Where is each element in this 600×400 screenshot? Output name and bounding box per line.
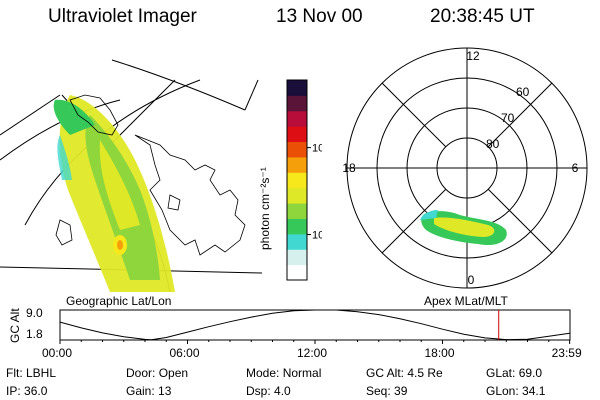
colorbar-swatch bbox=[287, 188, 307, 204]
info-field: Dsp: 4.0 bbox=[246, 384, 291, 398]
date-label: 13 Nov 00 bbox=[276, 6, 363, 28]
colorbar-swatch bbox=[287, 111, 307, 127]
info-field-value: 4.5 Re bbox=[407, 366, 442, 380]
timeline-xtick-label: 23:59 bbox=[552, 346, 582, 360]
mlt-label: 0 bbox=[468, 273, 475, 287]
info-field-key: GLon: bbox=[486, 384, 522, 398]
mlat-label: 80 bbox=[486, 137, 500, 151]
info-field-key: GLat: bbox=[486, 366, 519, 380]
info-field-key: IP: bbox=[6, 384, 24, 398]
info-field: GLon: 34.1 bbox=[486, 384, 545, 398]
info-field: GC Alt: 4.5 Re bbox=[366, 366, 443, 380]
info-field-key: Seq: bbox=[366, 384, 394, 398]
info-field-key: Dsp: bbox=[246, 384, 274, 398]
info-field-value: 34.1 bbox=[522, 384, 545, 398]
timeline-xtick-label: 06:00 bbox=[170, 346, 200, 360]
timeline-xtick-label: 12:00 bbox=[297, 346, 327, 360]
info-field: Seq: 39 bbox=[366, 384, 407, 398]
colorbar-swatch bbox=[287, 234, 307, 250]
info-field: IP: 36.0 bbox=[6, 384, 47, 398]
colorbar-swatch bbox=[287, 249, 307, 265]
info-field: Door: Open bbox=[126, 366, 188, 380]
colorbar-swatch bbox=[287, 218, 307, 234]
colorbar-swatch bbox=[287, 142, 307, 158]
emission-peak bbox=[117, 240, 123, 250]
colorbar-swatch bbox=[287, 126, 307, 142]
meridian-line bbox=[0, 95, 60, 135]
latitude-arc bbox=[112, 60, 245, 110]
info-field: Flt: LBHL bbox=[6, 366, 56, 380]
info-field-value: 13 bbox=[158, 384, 171, 398]
mlat-label: 70 bbox=[501, 111, 515, 125]
mlt-label: 12 bbox=[466, 49, 480, 63]
info-field: GLat: 69.0 bbox=[486, 366, 542, 380]
instrument-title: Ultraviolet Imager bbox=[48, 6, 197, 28]
colorbar-swatch bbox=[287, 265, 307, 281]
coastline bbox=[56, 220, 72, 245]
colorbar-swatch bbox=[287, 157, 307, 173]
coastline bbox=[168, 195, 180, 210]
info-field-key: Door: bbox=[126, 366, 159, 380]
meridian-line bbox=[245, 80, 258, 110]
info-field-key: Gain: bbox=[126, 384, 158, 398]
info-field-key: Flt: bbox=[6, 366, 26, 380]
colorbar-unit-label: photon cm⁻²s⁻¹ bbox=[258, 167, 272, 250]
info-field-value: 39 bbox=[394, 384, 407, 398]
info-field-value: 4.0 bbox=[274, 384, 291, 398]
info-field: Gain: 13 bbox=[126, 384, 171, 398]
info-field-value: Normal bbox=[283, 366, 322, 380]
timeline-xtick-label: 00:00 bbox=[42, 346, 72, 360]
colorbar-tick-label: 100 bbox=[312, 143, 322, 155]
info-field-key: Mode: bbox=[246, 366, 283, 380]
info-field: Mode: Normal bbox=[246, 366, 321, 380]
info-field-value: 69.0 bbox=[519, 366, 542, 380]
mlat-label: 60 bbox=[516, 85, 530, 99]
info-field-value: 36.0 bbox=[24, 384, 47, 398]
info-field-key: GC Alt: bbox=[366, 366, 407, 380]
colorbar-swatch bbox=[287, 172, 307, 188]
colorbar-swatch bbox=[287, 80, 307, 96]
timeline-frame bbox=[60, 310, 570, 340]
altitude-series-line bbox=[60, 310, 570, 340]
colorbar-swatch bbox=[287, 95, 307, 111]
time-label: 20:38:45 UT bbox=[430, 6, 535, 28]
mlt-label: 18 bbox=[342, 161, 356, 175]
geographic-map bbox=[0, 40, 262, 292]
info-field-value: LBHL bbox=[26, 366, 56, 380]
mlt-label: 6 bbox=[572, 161, 579, 175]
mlt-meridian bbox=[382, 83, 446, 147]
colorbar-tick-label: 10 bbox=[312, 230, 322, 242]
colorbar-swatch bbox=[287, 203, 307, 219]
info-field-value: Open bbox=[159, 366, 188, 380]
timeline-xtick-label: 18:00 bbox=[425, 346, 455, 360]
